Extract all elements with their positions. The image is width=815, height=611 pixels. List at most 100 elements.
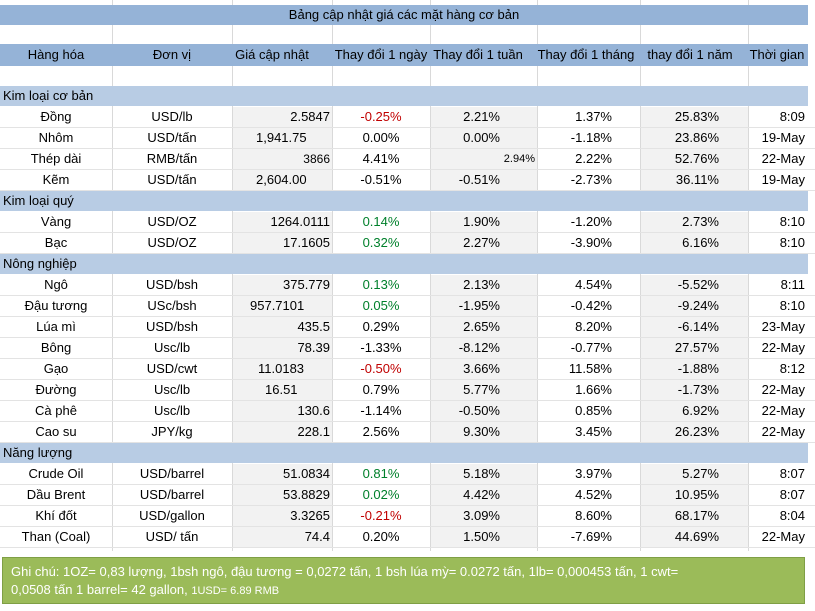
footnote: Ghi chú: 1OZ= 0,83 lượng, 1bsh ngô, đậu … [2,557,805,604]
cell-shade [233,317,332,337]
cell-year: 36.11% [675,172,719,187]
cell-year: 5.27% [682,466,719,481]
cell-item: Gạo [43,361,69,376]
cell-shade [233,359,332,379]
cell-month: 3.45% [575,424,612,439]
cell-week: 5.18% [463,466,500,481]
cell-shade [233,485,332,505]
table-row: Gạo USD/cwt 11.0183 -0.50% 3.66% 11.58% -1.88%… [0,359,815,379]
cell-shade [641,422,748,442]
cell-item: Bạc [44,235,68,250]
table-row: Cao su JPY/kg 228.1 2.56% 9.30% 3.45% 26.23% 22… [0,422,815,442]
section-header: Kim loại quý [0,191,808,211]
cell-shade [233,233,332,253]
footnote-line-2-text: 0,0508 tấn 1 barrel= 42 gallon, [11,582,192,597]
cell-day: -0.51% [360,172,402,187]
cell-unit: USD/tấn [147,130,197,145]
cell-year: 23.86% [674,130,719,145]
cell-week: 4.42% [463,487,500,502]
cell-time: 8:07 [779,487,805,502]
cell-unit: USD/OZ [147,235,197,250]
cell-year: 26.23% [674,424,719,439]
cell-shade [233,506,332,526]
cell-shade [641,233,748,253]
cell-day: 0.32% [362,235,400,250]
cell-time: 8:11 [780,277,805,292]
cell-year: -1.73% [677,382,719,397]
cell-week: 3.66% [463,361,500,376]
cell-shade [431,338,537,358]
cell-item: Vàng [40,214,72,229]
cell-time: 8:07 [779,466,805,481]
cell-time: 8:10 [779,235,805,250]
cell-unit: USD/barrel [139,487,205,502]
cell-price: 17.1605 [283,235,330,250]
cell-unit: Usc/lb [153,382,191,397]
cell-price: 957.7101 [250,298,305,313]
row-divider [0,337,815,338]
cell-week: 2.27% [463,235,500,250]
cell-day: 0.79% [362,382,400,397]
cell-year: 6.16% [682,235,719,250]
cell-item: Đường [35,382,77,397]
cell-week: 2.21% [463,109,500,124]
cell-time: 22-May [761,424,805,439]
footnote-line-2: 0,0508 tấn 1 barrel= 42 gallon, 1USD= 6.… [11,581,796,600]
cell-unit: USD/tấn [147,172,197,187]
cell-month: 11.58% [568,361,612,376]
cell-time: 8:10 [779,298,805,313]
row-divider [0,547,815,548]
cell-shade [431,107,537,127]
cell-item: Cà phê [35,403,77,418]
cell-month: 1.66% [575,382,612,397]
cell-item: Than (Coal) [21,529,91,544]
cell-price: 53.8829 [283,487,330,502]
cell-price: 228.1 [297,424,330,439]
cell-unit: USD/cwt [146,361,198,376]
cell-day: 0.02% [362,487,400,502]
table-row: Lúa mì USD/bsh 435.5 0.29% 2.65% 8.20% -6.14% 2… [0,317,815,337]
cell-time: 22-May [761,403,805,418]
cell-month: -1.18% [570,130,612,145]
cell-week: -0.50% [458,403,500,418]
cell-price: 2,604.00 [256,172,307,187]
cell-shade [641,485,748,505]
row-divider [0,190,815,191]
cell-month: 1.37% [575,109,612,124]
cell-year: 52.76% [674,151,719,166]
cell-shade [641,401,748,421]
section-header: Năng lượng [0,443,808,463]
cell-month: 8.20% [575,319,612,334]
cell-shade [431,401,537,421]
table-row: Ngô USD/bsh 375.779 0.13% 2.13% 4.54% -5.52% 8:… [0,275,815,295]
cell-day: -0.25% [360,109,402,124]
cell-time: 22-May [761,382,805,397]
cell-shade [431,170,537,190]
cell-day: 0.14% [362,214,400,229]
row-divider [0,127,815,128]
cell-day: 0.81% [362,466,400,481]
cell-shade [641,338,748,358]
cell-year: -5.52% [677,277,719,292]
cell-item: Bông [40,340,72,355]
table-row: Đường Usc/lb 16.51 0.79% 5.77% 1.66% -1.73% 22-… [0,380,815,400]
cell-shade [233,212,332,232]
cell-week: -0.51% [458,172,500,187]
column-header: Hàng hóa [27,47,85,62]
cell-month: -2.73% [570,172,612,187]
cell-shade [641,212,748,232]
cell-unit: USc/bsh [147,298,197,313]
cell-month: 8.60% [575,508,612,523]
row-divider [0,484,815,485]
cell-item: Đồng [40,109,72,124]
cell-year: -1.88% [677,361,719,376]
cell-month: 3.97% [575,466,612,481]
cell-shade [233,149,332,169]
cell-shade [431,296,537,316]
table-row: Đậu tương USc/bsh 957.7101 0.05% -1.95% -0.42… [0,296,815,316]
cell-price: 3.3265 [290,508,330,523]
cell-price: 11.0183 [258,361,305,376]
cell-price: 435.5 [297,319,330,334]
cell-shade [431,527,537,547]
title-band [0,5,808,25]
